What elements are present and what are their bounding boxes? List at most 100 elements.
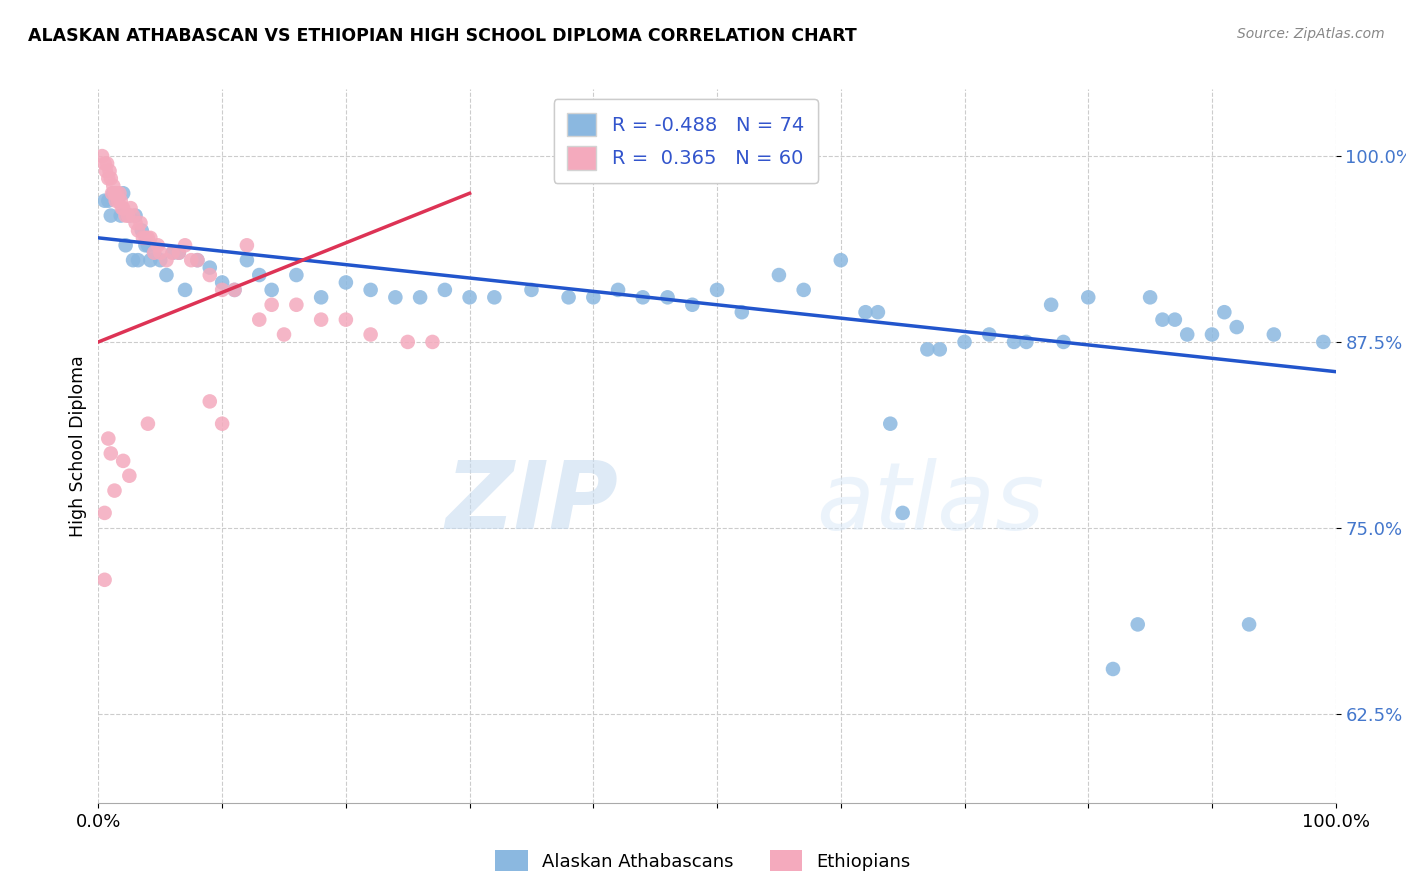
Text: atlas: atlas [815,458,1045,549]
Point [132,231,155,245]
Point [1164,312,1187,326]
Point [1237,617,1260,632]
Point [855,305,877,319]
Point [607,283,630,297]
Point [94,164,117,178]
Point [260,298,283,312]
Point [131,223,153,237]
Point [458,290,481,304]
Point [134,238,156,252]
Point [103,178,125,193]
Text: ALASKAN ATHABASCAN VS ETHIOPIAN HIGH SCHOOL DIPLOMA CORRELATION CHART: ALASKAN ATHABASCAN VS ETHIOPIAN HIGH SCH… [28,27,856,45]
Point [124,209,146,223]
Point [1126,617,1149,632]
Point [396,334,419,349]
Point [136,417,159,431]
Point [100,171,122,186]
Point [273,327,295,342]
Point [360,283,382,297]
Point [706,283,728,297]
Point [174,283,197,297]
Point [149,253,172,268]
Point [143,245,166,260]
Point [129,216,152,230]
Point [247,268,270,282]
Text: ZIP: ZIP [446,457,619,549]
Point [127,253,149,268]
Point [1052,334,1074,349]
Point [105,186,128,201]
Text: Source: ZipAtlas.com: Source: ZipAtlas.com [1237,27,1385,41]
Point [110,194,132,208]
Point [146,238,169,252]
Point [93,194,115,208]
Point [247,312,270,326]
Point [793,283,815,297]
Point [1312,334,1334,349]
Point [1175,327,1198,342]
Point [186,253,208,268]
Point [520,283,543,297]
Point [174,238,197,252]
Point [149,245,172,260]
Point [103,186,125,201]
Point [97,432,120,446]
Point [582,290,605,304]
Point [180,253,202,268]
Point [484,290,506,304]
Point [122,253,145,268]
Point [211,276,233,290]
Point [681,298,703,312]
Point [309,290,332,304]
Point [953,334,976,349]
Point [136,238,159,252]
Point [1040,298,1063,312]
Point [162,245,184,260]
Point [127,223,149,237]
Point [260,283,283,297]
Point [143,245,166,260]
Point [101,186,124,201]
Point [139,231,162,245]
Point [422,334,444,349]
Point [105,186,128,201]
Point [93,573,115,587]
Point [211,417,233,431]
Point [118,209,141,223]
Point [100,209,122,223]
Point [111,201,134,215]
Point [879,417,901,431]
Legend: R = -0.488   N = 74, R =  0.365   N = 60: R = -0.488 N = 74, R = 0.365 N = 60 [554,99,818,184]
Point [110,209,132,223]
Point [198,394,221,409]
Point [97,171,120,186]
Point [186,253,208,268]
Point [124,216,146,230]
Point [136,231,159,245]
Point [236,238,259,252]
Point [830,253,852,268]
Point [112,454,135,468]
Point [384,290,406,304]
Point [409,290,432,304]
Point [1139,290,1161,304]
Point [107,194,129,208]
Legend: Alaskan Athabascans, Ethiopians: Alaskan Athabascans, Ethiopians [488,843,918,879]
Point [96,156,118,170]
Point [97,194,120,208]
Point [1102,662,1125,676]
Point [103,483,125,498]
Point [557,290,579,304]
Point [98,164,121,178]
Point [631,290,654,304]
Point [100,446,122,460]
Point [1152,312,1174,326]
Point [155,268,177,282]
Point [139,253,162,268]
Point [120,201,142,215]
Point [433,283,456,297]
Point [236,253,259,268]
Point [1226,320,1249,334]
Point [768,268,790,282]
Point [309,312,332,326]
